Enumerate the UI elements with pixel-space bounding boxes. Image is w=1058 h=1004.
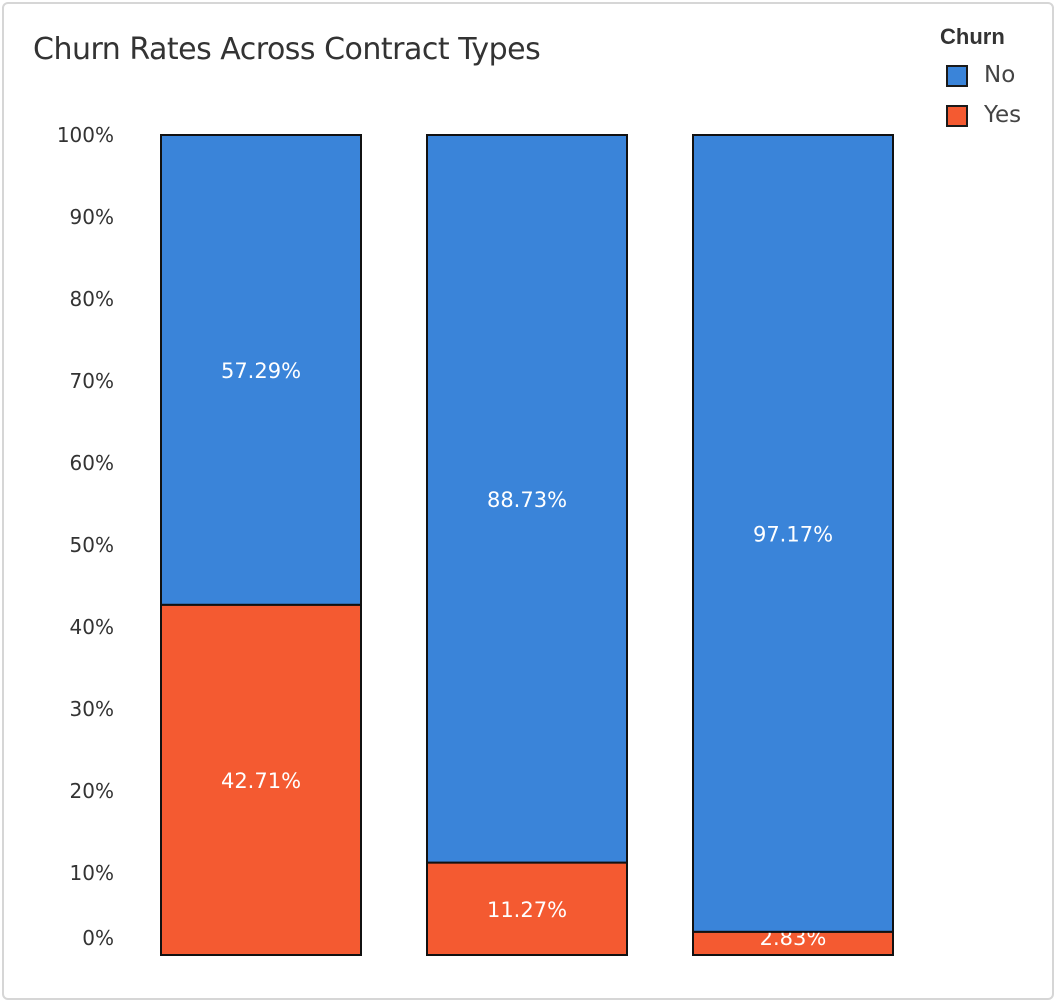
data-label-yes: 11.27%: [487, 898, 567, 922]
legend-swatch-yes: [946, 105, 968, 127]
chart-title: Churn Rates Across Contract Types: [33, 32, 541, 67]
bar-segment-yes[interactable]: [426, 861, 628, 956]
y-tick-label: 30%: [70, 697, 114, 721]
y-tick-label: 0%: [82, 926, 114, 950]
y-tick-label: 20%: [70, 779, 114, 803]
legend-label-yes: Yes: [984, 102, 1022, 128]
bar-segment-no[interactable]: [426, 134, 628, 864]
bar-segment-no[interactable]: [692, 134, 894, 933]
y-tick-label: 50%: [70, 533, 114, 557]
y-tick-label: 70%: [70, 369, 114, 393]
data-label-no: 57.29%: [221, 359, 301, 383]
y-tick-label: 40%: [70, 615, 114, 639]
bar-segment-no[interactable]: [160, 134, 362, 606]
data-label-no: 88.73%: [487, 488, 567, 512]
legend-title: Churn: [940, 24, 1005, 49]
data-label-yes: 42.71%: [221, 769, 301, 793]
data-label-no: 97.17%: [753, 522, 833, 546]
y-tick-label: 80%: [70, 287, 114, 311]
legend-swatch-no: [946, 65, 968, 87]
y-tick-label: 10%: [70, 861, 114, 885]
legend-label-no: No: [984, 62, 1016, 88]
y-tick-label: 100%: [57, 123, 114, 147]
y-tick-label: 60%: [70, 451, 114, 475]
y-tick-label: 90%: [70, 205, 114, 229]
